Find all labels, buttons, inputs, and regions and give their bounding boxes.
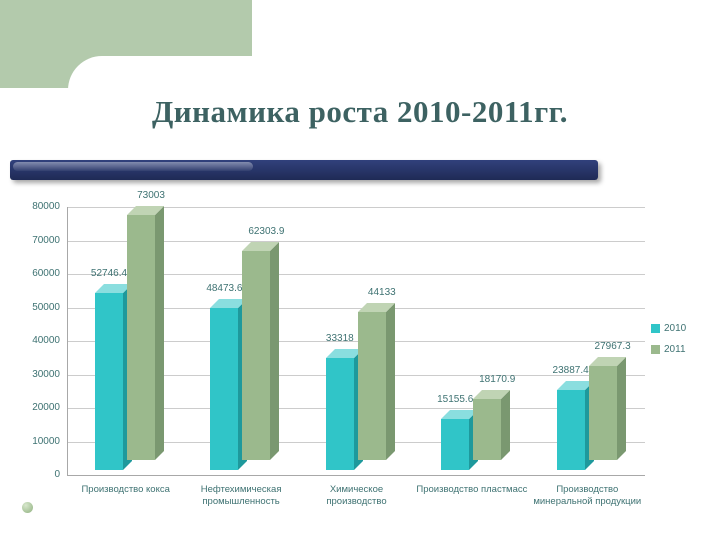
y-tick-label: 30000 xyxy=(32,368,60,380)
category-label: Производство минеральной продукции xyxy=(533,484,642,508)
gridline xyxy=(68,341,645,342)
y-tick-label: 10000 xyxy=(32,435,60,447)
y-tick-label: 70000 xyxy=(32,234,60,246)
value-label: 15155.6 xyxy=(437,394,474,406)
bar-2011-4 xyxy=(588,357,626,460)
bar-2011-2 xyxy=(357,303,395,460)
y-tick-label: 20000 xyxy=(32,402,60,413)
value-label: 52746.4 xyxy=(90,268,128,280)
value-label: 48473.6 xyxy=(206,282,243,294)
value-label: 23887.4 xyxy=(552,364,589,376)
bar-2011-1 xyxy=(242,242,280,460)
gridline xyxy=(68,274,645,275)
y-tick-label: 60000 xyxy=(32,268,60,279)
gridline xyxy=(68,475,645,476)
value-label: 33318 xyxy=(325,333,354,345)
gridline xyxy=(68,207,645,208)
value-label: 44133 xyxy=(367,287,396,299)
y-tick-label: 80000 xyxy=(32,201,60,212)
y-tick-label: 0 xyxy=(54,469,60,480)
bar-2010-1 xyxy=(210,298,248,470)
title-underline-bar xyxy=(10,160,598,180)
value-label: 18170.9 xyxy=(479,374,516,386)
bar-2010-4 xyxy=(556,380,594,470)
bullet-dot xyxy=(22,502,33,513)
legend-item: 2011 xyxy=(651,344,686,355)
legend-label: 2011 xyxy=(664,344,686,355)
slide-title: Динамика роста 2010-2011гг. xyxy=(151,94,569,129)
value-label: 73003 xyxy=(137,190,165,202)
bar-2011-0 xyxy=(127,206,164,460)
y-axis-line xyxy=(67,207,68,476)
category-label: Химическое производство xyxy=(326,484,387,508)
value-label: 62303.9 xyxy=(248,226,285,238)
y-tick-label: 40000 xyxy=(32,335,60,346)
gridline xyxy=(68,307,645,309)
title-bar-highlight xyxy=(13,162,253,171)
category-label: Нефтехимическая промышленность xyxy=(200,484,282,508)
category-label: Производство кокса xyxy=(81,484,170,495)
bar-2010-0 xyxy=(95,284,132,470)
legend-label: 2010 xyxy=(664,323,687,334)
bar-2011-3 xyxy=(473,390,511,460)
legend: 2010 2011 xyxy=(651,323,686,365)
y-tick-label: 50000 xyxy=(32,301,60,313)
gridline xyxy=(68,240,645,242)
legend-swatch xyxy=(651,324,660,333)
bar-2010-2 xyxy=(325,349,363,470)
legend-item: 2010 xyxy=(651,323,686,334)
legend-swatch xyxy=(651,345,660,354)
bar-2010-3 xyxy=(441,410,479,470)
category-label: Производство пластмасс xyxy=(416,484,528,495)
template-white-panel xyxy=(68,56,720,126)
value-label: 27967.3 xyxy=(594,341,631,353)
